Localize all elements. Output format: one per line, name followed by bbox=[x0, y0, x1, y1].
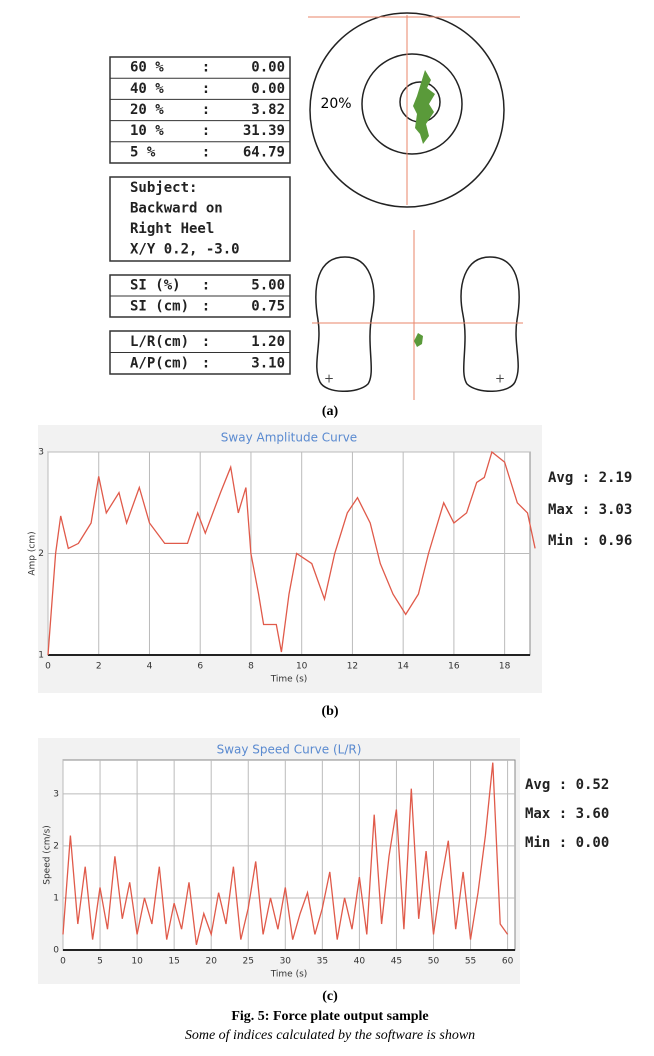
cell-value: 5.00 bbox=[251, 278, 285, 294]
plot-area bbox=[62, 759, 516, 951]
x-tick-label: 8 bbox=[248, 662, 254, 672]
stat: Avg : 0.52 bbox=[525, 777, 609, 793]
cell-sep: : bbox=[202, 102, 210, 118]
subject-line: X/Y 0.2, -3.0 bbox=[130, 242, 240, 258]
cell-sep: : bbox=[202, 355, 210, 371]
cell-sep: : bbox=[202, 299, 210, 315]
data-line bbox=[47, 450, 536, 656]
x-tick-label: 10 bbox=[131, 957, 143, 967]
cell-sep: : bbox=[202, 144, 210, 160]
caption-title: Fig. 5: Force plate output sample bbox=[231, 1009, 428, 1024]
stat: Avg : 2.19 bbox=[548, 470, 632, 486]
cell-value: 0.75 bbox=[251, 299, 285, 315]
x-tick-label: 40 bbox=[354, 957, 366, 967]
data-line bbox=[62, 762, 509, 945]
x-tick-label: 0 bbox=[45, 662, 51, 672]
left-foot bbox=[315, 256, 375, 392]
x-tick-label: 14 bbox=[397, 662, 409, 672]
cell-sep: : bbox=[202, 60, 210, 76]
x-tick-label: 4 bbox=[147, 662, 153, 672]
x-tick-label: 0 bbox=[60, 957, 66, 967]
y-tick-label: 3 bbox=[38, 448, 44, 458]
chart-title: Sway Amplitude Curve bbox=[221, 431, 357, 445]
subject-line: Right Heel bbox=[130, 221, 214, 237]
y-tick-label: 3 bbox=[53, 789, 59, 799]
sway-trace bbox=[413, 70, 435, 144]
x-tick-label: 60 bbox=[502, 957, 514, 967]
subject-line: Subject: bbox=[130, 180, 197, 196]
cell-label: 10 % bbox=[130, 123, 164, 139]
y-axis-label: Amp (cm) bbox=[28, 531, 38, 575]
cell-sep: : bbox=[202, 278, 210, 294]
marker: + bbox=[324, 372, 334, 386]
x-tick-label: 10 bbox=[296, 662, 308, 672]
y-tick-label: 2 bbox=[53, 841, 59, 851]
cell-label: SI (cm) bbox=[130, 299, 189, 315]
marker: + bbox=[495, 372, 505, 386]
y-tick-label: 2 bbox=[38, 549, 44, 559]
x-tick-label: 30 bbox=[280, 957, 292, 967]
y-axis-label: Speed (cm/s) bbox=[43, 825, 53, 885]
x-axis-label: Time (s) bbox=[270, 970, 308, 980]
target-ring bbox=[361, 53, 463, 155]
cell-label: A/P(cm) bbox=[130, 355, 189, 371]
cell-label: SI (%) bbox=[130, 278, 181, 294]
x-tick-label: 2 bbox=[96, 662, 102, 672]
cell-label: 60 % bbox=[130, 60, 164, 76]
target-ring bbox=[309, 12, 505, 208]
x-tick-label: 6 bbox=[197, 662, 203, 672]
x-tick-label: 55 bbox=[465, 957, 476, 967]
panel-label: (b) bbox=[321, 704, 338, 719]
caption-subtitle: Some of indices calculated by the softwa… bbox=[185, 1028, 475, 1043]
cell-value: 3.82 bbox=[251, 102, 285, 118]
x-tick-label: 18 bbox=[499, 662, 511, 672]
y-tick-label: 1 bbox=[38, 651, 44, 661]
cell-value: 0.00 bbox=[251, 60, 285, 76]
x-tick-label: 45 bbox=[391, 957, 402, 967]
cell-value: 3.10 bbox=[251, 355, 285, 371]
cell-sep: : bbox=[202, 334, 210, 350]
x-tick-label: 35 bbox=[317, 957, 328, 967]
cell-sep: : bbox=[202, 81, 210, 97]
x-tick-label: 5 bbox=[97, 957, 103, 967]
stat: Min : 0.00 bbox=[525, 835, 609, 851]
x-tick-label: 12 bbox=[347, 662, 358, 672]
sway-trace bbox=[414, 333, 423, 347]
cell-label: 5 % bbox=[130, 144, 156, 160]
right-foot bbox=[460, 256, 520, 392]
y-tick-label: 1 bbox=[53, 893, 59, 903]
percent-box bbox=[109, 56, 291, 164]
panel-label: (a) bbox=[322, 404, 339, 419]
stat: Min : 0.96 bbox=[548, 533, 632, 549]
cell-value: 0.00 bbox=[251, 81, 285, 97]
cell-value: 1.20 bbox=[251, 334, 285, 350]
subject-line: Backward on bbox=[130, 201, 223, 217]
cell-sep: : bbox=[202, 123, 210, 139]
cell-value: 31.39 bbox=[243, 123, 285, 139]
cell-value: 64.79 bbox=[243, 144, 285, 160]
x-tick-label: 15 bbox=[168, 957, 179, 967]
x-axis-label: Time (s) bbox=[270, 675, 308, 685]
cell-label: 20 % bbox=[130, 102, 164, 118]
x-tick-label: 16 bbox=[448, 662, 460, 672]
stat: Max : 3.03 bbox=[548, 502, 632, 518]
panel-label: (c) bbox=[322, 989, 338, 1004]
target-label: 20% bbox=[320, 96, 351, 112]
x-tick-label: 50 bbox=[428, 957, 440, 967]
chart-title: Sway Speed Curve (L/R) bbox=[217, 743, 362, 757]
x-tick-label: 20 bbox=[205, 957, 217, 967]
stat: Max : 3.60 bbox=[525, 806, 609, 822]
cell-label: 40 % bbox=[130, 81, 164, 97]
cell-label: L/R(cm) bbox=[130, 334, 189, 350]
x-tick-label: 25 bbox=[243, 957, 254, 967]
y-tick-label: 0 bbox=[53, 946, 59, 956]
subject-box bbox=[109, 176, 291, 262]
